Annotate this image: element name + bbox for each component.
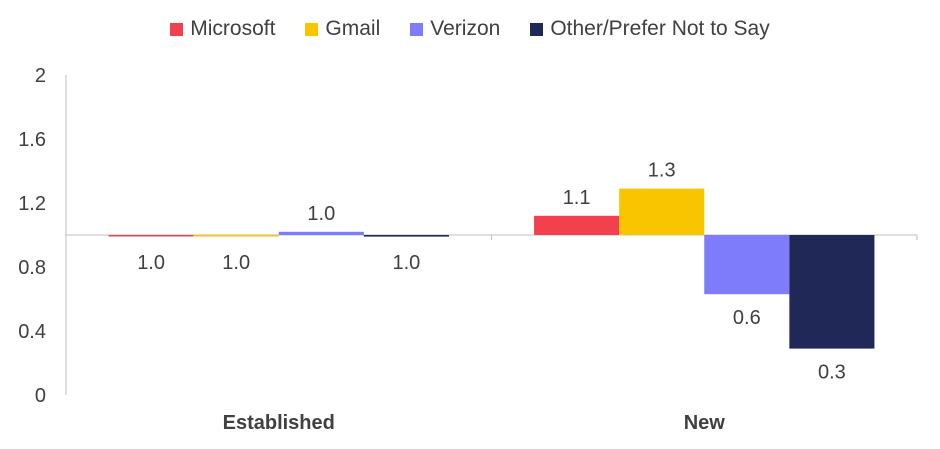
bar: [534, 215, 620, 235]
legend-label-other: Other/Prefer Not to Say: [550, 17, 770, 40]
legend-swatch-verizon: [410, 22, 424, 36]
y-tick-label: 2: [35, 65, 46, 87]
y-tick-label: 0: [35, 385, 46, 407]
y-tick-label: 0.8: [18, 257, 46, 279]
x-category-label: Established: [223, 412, 335, 434]
legend-item-microsoft: Microsoft: [170, 17, 275, 41]
bar: [193, 235, 279, 237]
y-tick-label: 0.4: [18, 321, 46, 343]
data-label: 1.0: [222, 252, 250, 274]
y-tick-label: 1.6: [18, 129, 46, 151]
bar: [789, 235, 875, 349]
bar: [363, 235, 449, 237]
legend-label-gmail: Gmail: [325, 17, 381, 40]
data-label: 0.6: [733, 307, 761, 329]
data-label: 0.3: [818, 362, 846, 384]
data-label: 1.0: [137, 252, 165, 274]
data-label: 1.1: [563, 187, 591, 209]
y-tick-label: 1.2: [18, 193, 46, 215]
legend-swatch-microsoft: [170, 22, 184, 36]
legend-swatch-other: [530, 22, 544, 36]
legend-item-verizon: Verizon: [410, 17, 500, 41]
bar: [108, 235, 194, 237]
data-label: 1.0: [307, 203, 335, 225]
bar: [619, 188, 705, 235]
legend-item-gmail: Gmail: [305, 17, 380, 41]
bar: [278, 231, 364, 235]
legend-label-microsoft: Microsoft: [190, 17, 276, 40]
legend-label-verizon: Verizon: [430, 17, 501, 40]
data-label: 1.0: [392, 252, 420, 274]
legend-item-other: Other/Prefer Not to Say: [530, 17, 770, 41]
legend-swatch-gmail: [305, 22, 319, 36]
data-label: 1.3: [648, 160, 676, 182]
bar: [704, 235, 790, 295]
x-category-label: New: [684, 412, 726, 434]
chart-legend: Microsoft Gmail Verizon Other/Prefer Not…: [0, 17, 940, 41]
